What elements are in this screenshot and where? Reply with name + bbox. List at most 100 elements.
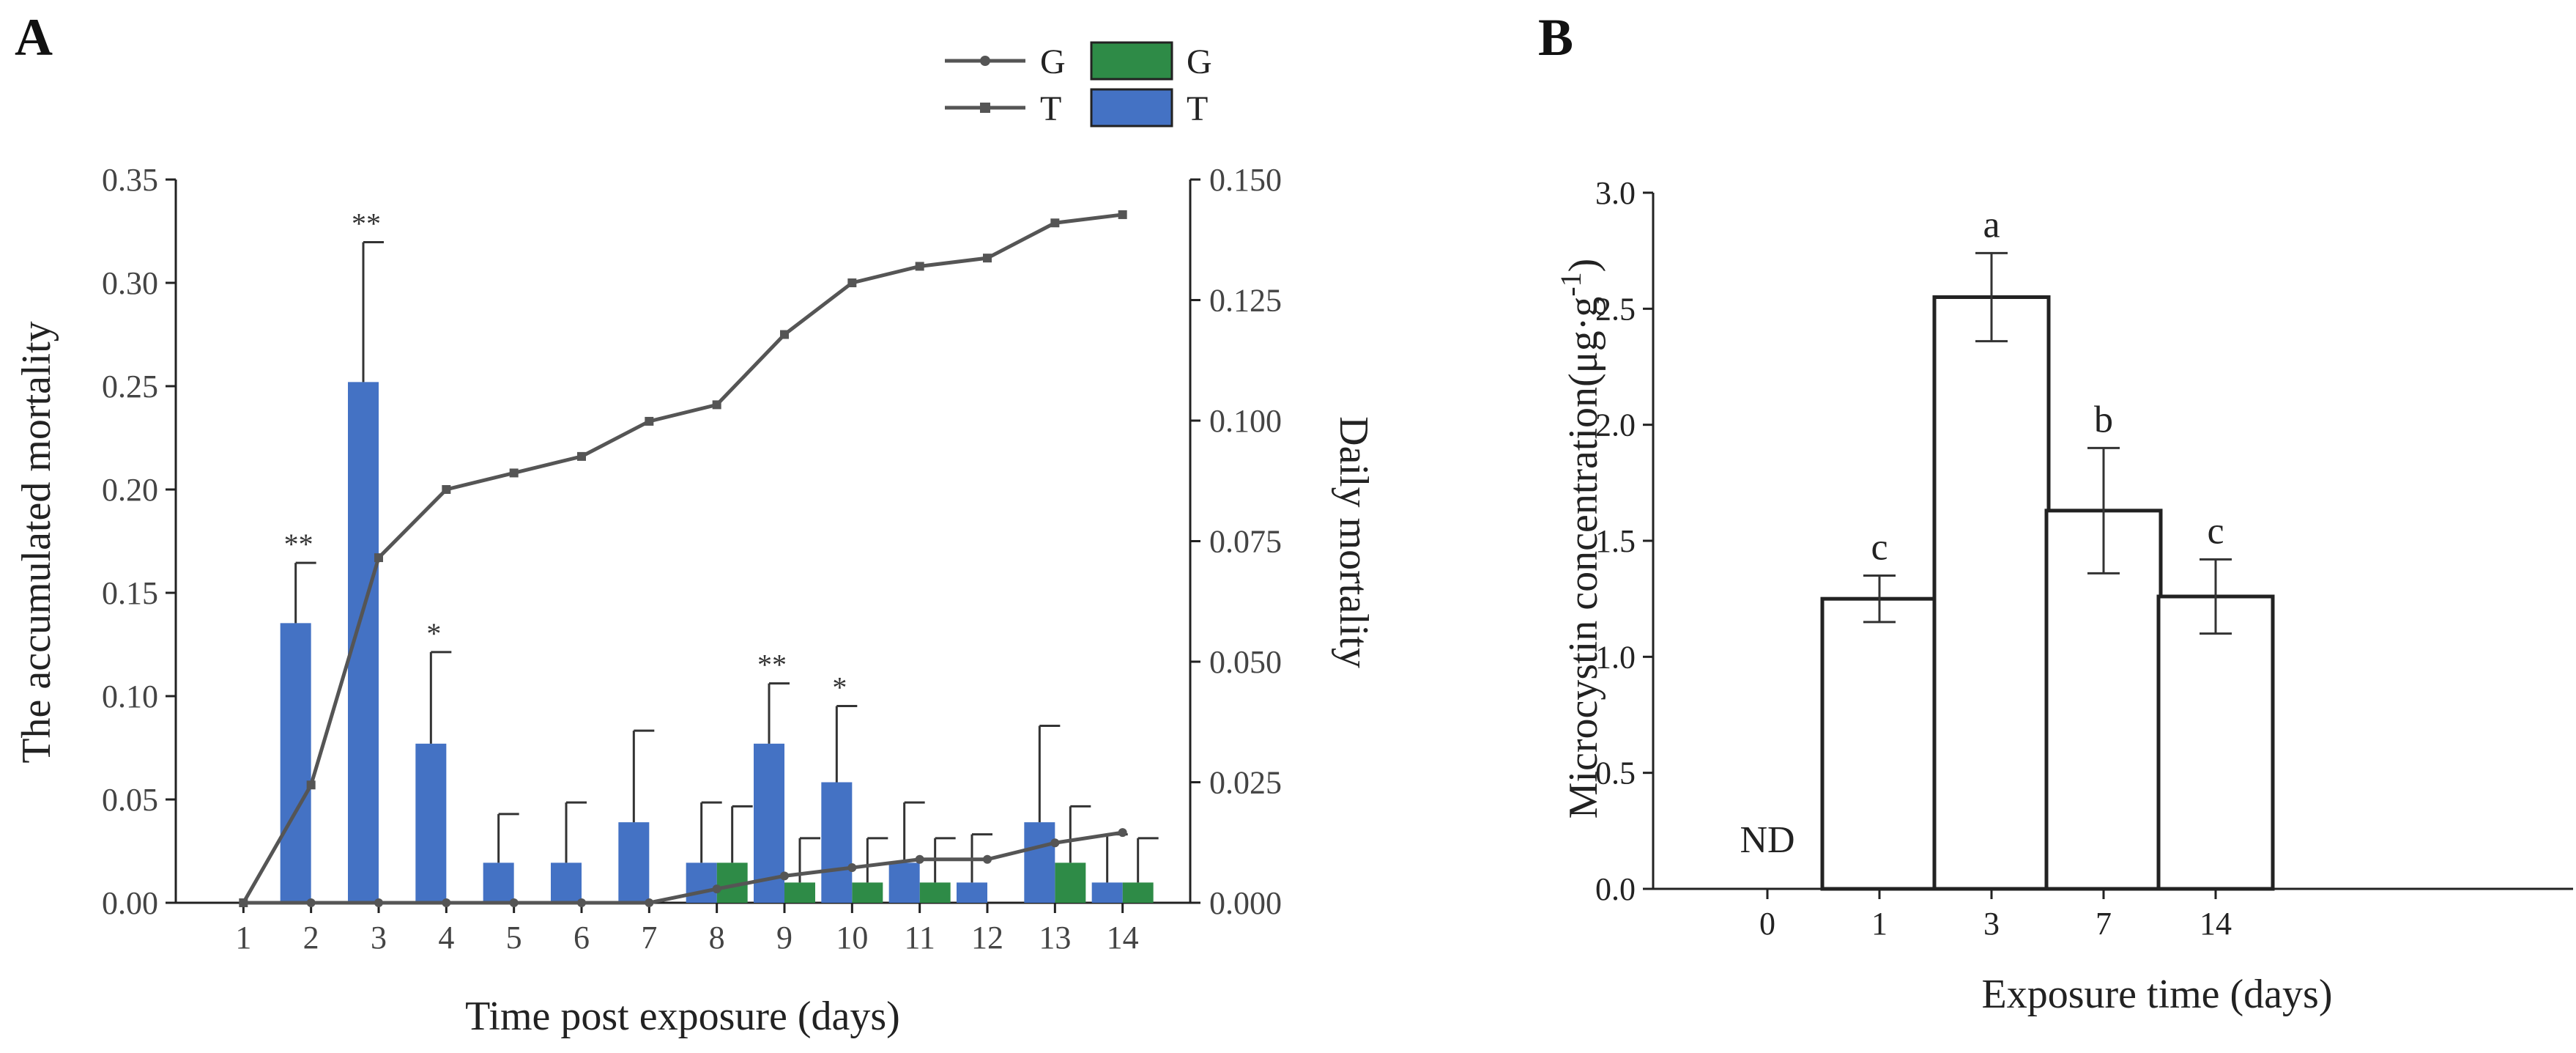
a-left-tick-label: 0.25 <box>102 369 158 404</box>
b-x-axis-title: Exposure time (days) <box>1982 972 2333 1017</box>
a-point-t <box>645 416 654 426</box>
b-y-axis-title: Microcystin concentration(μg·g-1) <box>1554 259 1606 819</box>
a-bar-g <box>852 882 883 903</box>
a-point-t <box>374 553 383 563</box>
a-point-g <box>306 898 316 907</box>
a-bar-g <box>784 882 815 903</box>
a-bar-t <box>821 782 853 903</box>
a-right-tick-label: 0.000 <box>1209 885 1282 921</box>
a-line-g <box>243 830 1124 905</box>
a-x-tick-label: 6 <box>574 920 590 956</box>
b-nd-label: ND <box>1740 819 1794 861</box>
a-x-tick-label: 13 <box>1039 920 1071 956</box>
b-significance-letter: c <box>2207 510 2224 552</box>
b-y-tick-label: 2.5 <box>1595 291 1636 327</box>
b-x-tick-label: 0 <box>1759 906 1775 942</box>
a-left-tick-label: 0.00 <box>102 885 158 921</box>
a-right-tick-label: 0.050 <box>1209 644 1282 680</box>
b-y-axis-title-main: Microcystin concentration <box>1561 387 1606 819</box>
a-point-t <box>1050 218 1060 228</box>
a-bar-t <box>618 822 650 903</box>
a-significance-mark: ** <box>352 207 381 240</box>
panel-label-a: A <box>15 8 53 67</box>
a-x-tick-label: 5 <box>506 920 522 956</box>
a-bars <box>280 241 1159 903</box>
b-y-tick-label: 0.5 <box>1595 755 1636 791</box>
a-point-g <box>1050 838 1060 848</box>
b-x-tick-label: 14 <box>2200 906 2232 942</box>
b-y-axis-title-open: ( <box>1561 373 1606 387</box>
a-point-g <box>983 854 992 864</box>
a-bar-t <box>415 743 447 903</box>
b-x-tick-label: 1 <box>1871 906 1888 942</box>
a-x-tick-label: 12 <box>971 920 1003 956</box>
a-right-tick-label: 0.075 <box>1209 524 1282 560</box>
a-x-tick-label: 14 <box>1107 920 1139 956</box>
a-left-tick-label: 0.15 <box>102 575 158 611</box>
legend-label-bar-g: G <box>1187 43 1212 81</box>
a-bar-g <box>1122 882 1154 903</box>
a-left-tick-label: 0.35 <box>102 162 158 198</box>
a-bar-t <box>686 862 717 903</box>
a-right-ticks: 0.000 0.025 0.050 0.075 0.100 0.125 0.150 <box>1190 162 1282 921</box>
a-bar-g <box>919 882 951 903</box>
a-point-t <box>442 485 451 494</box>
legend-label-line-t: T <box>1040 89 1061 128</box>
a-bar-t <box>1024 822 1055 903</box>
b-bars: ND c a b c <box>1740 204 2275 891</box>
a-point-t <box>847 278 857 287</box>
b-y-ticks: 0.0 0.5 1.0 1.5 2.0 2.5 3.0 <box>1595 175 1653 907</box>
a-point-g <box>374 898 383 907</box>
b-x-tick-label: 3 <box>1983 906 2000 942</box>
a-x-tick-label: 8 <box>709 920 725 956</box>
b-x-tick-label: 7 <box>2096 906 2112 942</box>
a-bar-t <box>280 623 311 903</box>
b-y-axis-title-close: ) <box>1561 259 1606 273</box>
b-y-axis-title-sup: -1 <box>1554 272 1587 296</box>
a-significance-mark: * <box>832 671 847 704</box>
b-bar <box>2156 594 2275 891</box>
a-point-t <box>306 780 316 790</box>
b-x-ticks: 0 1 3 7 14 <box>1759 889 2232 942</box>
a-x-tick-label: 7 <box>641 920 657 956</box>
a-right-tick-label: 0.125 <box>1209 283 1282 319</box>
a-point-t <box>915 262 924 271</box>
legend-marker-t <box>980 103 990 113</box>
legend-swatch-g <box>1090 41 1173 81</box>
a-point-g <box>645 898 654 907</box>
a-left-ticks: 0.00 0.05 0.10 0.15 0.20 0.25 0.30 0.35 <box>102 162 176 921</box>
panel-b: B 0.0 0.5 1.0 1.5 2.0 2.5 3.0 0 1 3 7 14 ND c a b c Ex… <box>1538 8 2573 1017</box>
b-y-tick-label: 1.0 <box>1595 639 1636 675</box>
a-left-tick-label: 0.05 <box>102 782 158 818</box>
a-annotations: ******** <box>284 207 847 704</box>
a-point-t <box>577 451 586 461</box>
a-bar-g <box>1055 862 1086 903</box>
a-point-t <box>983 254 992 263</box>
panel-a: A 0.00 0.05 0.10 0.15 0.20 0.25 0.30 0.35 0.000… <box>14 8 1376 1039</box>
a-x-axis-title: Time post exposure (days) <box>465 994 900 1039</box>
a-x-tick-label: 3 <box>371 920 387 956</box>
legend-swatch-t <box>1090 88 1173 128</box>
a-x-tick-label: 9 <box>776 920 793 956</box>
a-point-g <box>915 854 924 864</box>
a-left-tick-label: 0.10 <box>102 679 158 714</box>
a-significance-mark: ** <box>757 649 787 681</box>
a-x-tick-label: 11 <box>904 920 935 956</box>
a-point-g <box>712 884 721 894</box>
a-point-t <box>712 400 721 410</box>
a-point-g <box>442 898 451 907</box>
a-right-tick-label: 0.025 <box>1209 765 1282 801</box>
a-x-tick-label: 10 <box>836 920 868 956</box>
b-y-tick-label: 0.0 <box>1595 871 1636 907</box>
legend-marker-g <box>980 56 990 66</box>
b-y-tick-label: 3.0 <box>1595 175 1636 211</box>
a-bar-t <box>888 862 920 903</box>
panel-label-b: B <box>1538 8 1573 67</box>
a-y-axis-title: The accumulated mortality <box>14 321 59 763</box>
b-significance-letter: c <box>1871 527 1888 569</box>
a-bar-t <box>483 862 514 903</box>
a-bar-t <box>957 882 987 903</box>
a-point-t <box>780 330 789 339</box>
a-right-tick-label: 0.100 <box>1209 403 1282 439</box>
